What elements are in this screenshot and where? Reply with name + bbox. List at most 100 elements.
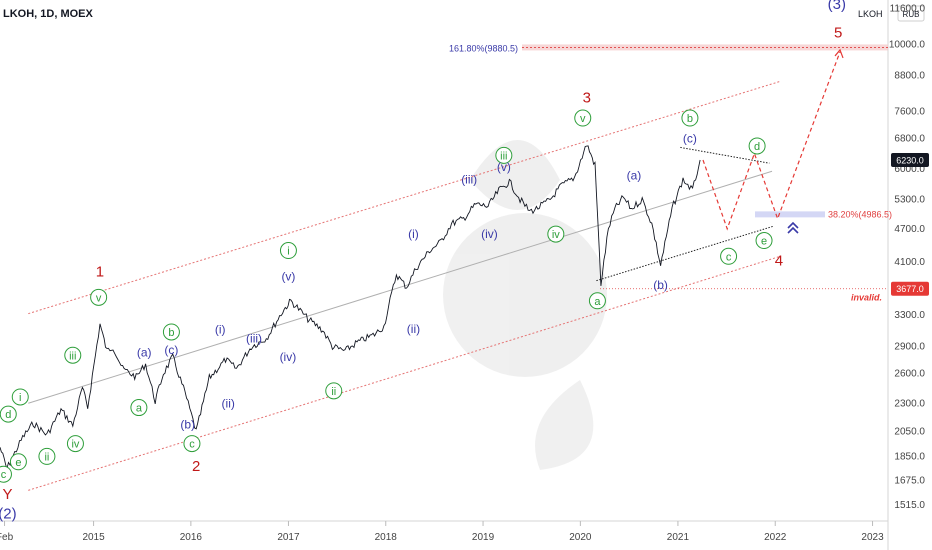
wave-label: iv bbox=[71, 439, 79, 451]
chart-title: LKOH, 1D, MOEX bbox=[3, 8, 94, 20]
wave-label: (a) bbox=[627, 168, 642, 182]
channel-lines bbox=[28, 80, 781, 491]
wave-label-circle bbox=[720, 247, 738, 265]
wave-label-circle bbox=[38, 447, 56, 465]
wave-label: (ii) bbox=[407, 322, 420, 336]
last-price-tag: 6230.0 bbox=[896, 156, 924, 166]
wave-label: d bbox=[754, 141, 760, 153]
wave-label: i bbox=[287, 246, 289, 258]
invalid-price-tag: 3677.0 bbox=[896, 284, 924, 294]
wave-label: (b) bbox=[180, 417, 195, 431]
x-tick-label: 2020 bbox=[569, 532, 592, 543]
wave-label: 4 bbox=[775, 252, 783, 269]
y-tick-label: 1850.0 bbox=[894, 451, 925, 462]
wave-label: d bbox=[5, 409, 11, 421]
wave-label: (i) bbox=[408, 227, 419, 241]
wave-label-circle bbox=[64, 346, 82, 364]
wave-label: (b) bbox=[653, 278, 668, 292]
wave-label: (ii) bbox=[222, 396, 235, 410]
y-tick-label: 1515.0 bbox=[894, 500, 925, 511]
fib-mid-label: 38.20%(4986.5) bbox=[828, 209, 892, 219]
upper-channel-line bbox=[28, 80, 781, 315]
wave-label-circle bbox=[748, 137, 766, 155]
lower-channel-line bbox=[28, 255, 781, 491]
wave-label: v bbox=[580, 113, 586, 125]
watermark-logo bbox=[443, 140, 607, 470]
projection-arrowhead bbox=[834, 48, 844, 59]
wave-label: v bbox=[96, 292, 102, 304]
price-line bbox=[0, 145, 701, 471]
wave-label-circle bbox=[588, 292, 606, 310]
wave-label-circle bbox=[183, 435, 201, 453]
projection-line bbox=[702, 51, 841, 231]
y-axis-panel bbox=[887, 0, 932, 550]
y-tick-label: 2900.0 bbox=[894, 342, 925, 353]
y-tick-label: 11600.0 bbox=[890, 3, 926, 14]
x-tick-label: 2021 bbox=[667, 532, 690, 543]
y-tick-label: 7600.0 bbox=[894, 107, 925, 118]
price-series bbox=[0, 145, 701, 471]
wave-label-circle bbox=[755, 232, 773, 250]
y-tick-label: 10000.0 bbox=[889, 40, 926, 51]
x-ticks: Feb 2015 2016 2017 2018 2019 2020 2021 2022 2023 bbox=[0, 521, 884, 543]
y-tick-label: 1675.0 bbox=[894, 476, 925, 487]
wave-label-circle bbox=[574, 109, 592, 127]
symbol-label: LKOH bbox=[858, 9, 883, 19]
wave-label-circle bbox=[66, 435, 84, 453]
y-tick-label: 4100.0 bbox=[894, 257, 925, 268]
y-tick-label: 2300.0 bbox=[894, 398, 925, 409]
wave-label: (2) bbox=[0, 505, 17, 522]
wave-label: 1 bbox=[96, 263, 104, 280]
invalid-price-tag-bg bbox=[891, 281, 929, 296]
wave-label-circle bbox=[9, 453, 27, 471]
wave-label: c bbox=[1, 469, 7, 481]
wave-label: (v) bbox=[497, 160, 511, 174]
wave-label-circle bbox=[11, 388, 29, 406]
y-tick-label: 4700.0 bbox=[894, 224, 925, 235]
last-price-tag-bg bbox=[891, 153, 929, 168]
x-tick-label: 2023 bbox=[861, 532, 884, 543]
wave-label: 2 bbox=[192, 458, 200, 475]
x-tick-label: 2022 bbox=[764, 532, 787, 543]
y-tick-label: 2050.0 bbox=[894, 426, 925, 437]
currency-badge[interactable]: RUB bbox=[897, 5, 925, 22]
wave-label-circle bbox=[547, 225, 565, 243]
wave-label: iii bbox=[500, 150, 507, 162]
y-tick-label: 8800.0 bbox=[894, 71, 925, 82]
projection-path bbox=[702, 48, 844, 231]
fib-top-band bbox=[522, 44, 888, 51]
fib-levels: 161.80%(9880.5) 38.20%(4986.5) invalid. bbox=[449, 43, 892, 302]
wave-label: (c) bbox=[683, 132, 697, 146]
wave-label-circle bbox=[0, 465, 12, 483]
triangle-upper-line bbox=[680, 146, 770, 164]
x-tick-label: 2015 bbox=[82, 532, 105, 543]
y-tick-label: 6800.0 bbox=[894, 134, 925, 145]
x-tick-label: 2019 bbox=[472, 532, 495, 543]
wave-label-circle bbox=[162, 323, 180, 341]
wave-label: e bbox=[761, 236, 767, 248]
wave-label: 3 bbox=[583, 89, 591, 106]
y-tick-label: 2600.0 bbox=[894, 368, 925, 379]
wave-label: (iv) bbox=[280, 350, 297, 364]
wave-label: a bbox=[594, 296, 601, 308]
wave-label: Y bbox=[2, 486, 12, 503]
wave-label: (v) bbox=[281, 269, 295, 283]
price-tags: 6230.0 3677.0 bbox=[891, 153, 929, 296]
wave-label: iv bbox=[552, 229, 560, 241]
wave-label-circle bbox=[495, 146, 513, 164]
wave-label-circle bbox=[130, 399, 148, 417]
x-tick-label: 2018 bbox=[375, 532, 398, 543]
wave-label: (c) bbox=[164, 343, 178, 357]
wave-label: (3) bbox=[828, 0, 846, 13]
wave-label: a bbox=[136, 403, 143, 415]
y-ticks: 1515.0 1675.0 1850.0 2050.0 2300.0 2600.0 2900… bbox=[889, 3, 926, 511]
fib-mid-band bbox=[755, 211, 825, 218]
wave-label: (iv) bbox=[481, 227, 498, 241]
wave-label: b bbox=[687, 113, 693, 125]
triangle-lower-line bbox=[596, 225, 774, 282]
wave-label-circle bbox=[0, 405, 17, 423]
x-tick-label: 2016 bbox=[180, 532, 203, 543]
wave-label: 5 bbox=[834, 25, 842, 42]
